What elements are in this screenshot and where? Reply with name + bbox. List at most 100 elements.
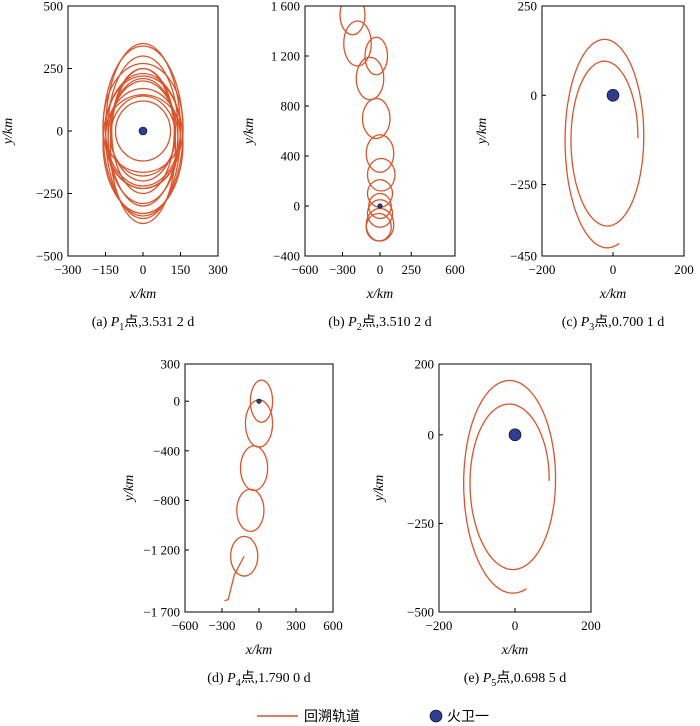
legend: 回溯轨道 火卫一 (257, 709, 489, 725)
y-axis-label: y/km (122, 475, 137, 503)
orbit-group (224, 379, 274, 602)
y-tick-label: 500 (44, 0, 64, 14)
y-tick-label: 0 (531, 88, 538, 103)
panel-caption: (c) P3点,0.700 1 d (562, 314, 665, 333)
moon-marker (377, 203, 383, 209)
x-axis-label: x/km (129, 287, 156, 302)
panel-e: −200 0 200 200 0 −250 −500 x/km y/km (e) P5点,0.69… (372, 357, 601, 690)
orbit-loop (239, 445, 269, 492)
y-tick-label: −500 (36, 249, 63, 264)
orbit-loop (365, 134, 395, 173)
y-tick-label: 0 (174, 394, 181, 409)
x-tick-label: −600 (292, 262, 319, 277)
orbit-loop (365, 212, 392, 242)
x-tick-label: 0 (140, 262, 147, 277)
panel-caption: (e) P5点,0.698 5 d (464, 670, 567, 689)
y-tick-label: −800 (153, 493, 180, 508)
x-tick-label: 300 (208, 262, 228, 277)
legend-moon-swatch (429, 709, 443, 723)
y-tick-label: 250 (44, 61, 64, 76)
x-tick-label: 0 (256, 618, 263, 633)
panel-d: −600 −300 0 300 600 300 0 −400 −800 −1 200 −1 700 x… (122, 357, 343, 690)
orbit-loop (249, 379, 274, 423)
x-tick-label: −300 (209, 618, 236, 633)
moon-marker (256, 398, 262, 404)
orbit-loop (102, 72, 184, 215)
y-tick-label: 800 (281, 99, 301, 114)
y-tick-label: −1 700 (143, 605, 180, 620)
orbit-loop (102, 62, 184, 190)
x-tick-label: 0 (512, 618, 519, 633)
y-tick-label: 1 600 (271, 0, 300, 14)
x-tick-label: 250 (402, 262, 422, 277)
y-tick-label: 0 (57, 124, 64, 139)
orbit-group (102, 42, 184, 225)
orbit-tail (224, 555, 245, 602)
moon-marker (138, 126, 148, 136)
y-tick-label: −250 (407, 516, 434, 531)
orbit-loop (339, 6, 366, 36)
y-tick-label: −400 (153, 443, 180, 458)
orbit-loop (109, 67, 177, 225)
x-tick-label: 600 (445, 262, 465, 277)
orbit-spiral (463, 379, 557, 594)
x-axis-label: x/km (599, 287, 626, 302)
x-axis-label: x/km (366, 287, 393, 302)
x-tick-label: −200 (529, 262, 556, 277)
y-tick-label: 400 (281, 149, 301, 164)
x-tick-label: −300 (55, 262, 82, 277)
orbit-loop (343, 20, 372, 67)
x-tick-label: 150 (171, 262, 191, 277)
orbit-loop (366, 157, 396, 192)
orbit-loop (355, 56, 385, 101)
y-tick-label: 200 (415, 357, 435, 372)
plot-frame (438, 363, 592, 613)
moon-marker (508, 428, 522, 442)
orbit-loop (104, 75, 182, 187)
x-tick-label: 600 (323, 618, 343, 633)
panel-caption: (b) P2点,3.510 2 d (328, 314, 431, 333)
legend-moon-label: 火卫一 (447, 710, 489, 725)
orbit-spiral (564, 38, 645, 249)
orbit-loop (366, 199, 394, 228)
x-tick-label: −200 (426, 618, 453, 633)
panel-a: −300 −150 0 150 300 −500 −250 0 250 500 x/km y/km (a… (1, 0, 228, 333)
x-tick-label: 0 (610, 262, 617, 277)
y-tick-label: 0 (428, 427, 435, 442)
y-tick-label: 250 (518, 0, 538, 14)
y-tick-label: −450 (510, 249, 537, 264)
x-axis-label: x/km (501, 643, 528, 658)
y-axis-label: y/km (372, 475, 387, 503)
panel-caption: (a) P1点,3.531 2 d (92, 314, 195, 333)
plot-frame (541, 5, 685, 257)
x-tick-label: −150 (92, 262, 119, 277)
y-axis-label: y/km (242, 118, 257, 146)
x-tick-label: −300 (329, 262, 356, 277)
legend-orbit-label: 回溯轨道 (304, 709, 360, 725)
orbit-group (463, 379, 557, 594)
orbit-loop (229, 535, 259, 577)
y-tick-label: −250 (36, 186, 63, 201)
x-tick-label: 200 (674, 262, 694, 277)
orbit-group (339, 6, 396, 242)
x-tick-label: 0 (377, 262, 384, 277)
orbit-loop (236, 488, 265, 533)
y-tick-label: 300 (161, 357, 181, 372)
y-tick-label: −500 (407, 605, 434, 620)
x-tick-label: 300 (286, 618, 306, 633)
x-axis-label: x/km (245, 643, 272, 658)
y-tick-label: −1 200 (143, 543, 180, 558)
panel-b: −600 −300 0 250 600 −400 0 400 800 1 200 1 600 x/km… (242, 0, 465, 333)
orbit-loop (364, 36, 389, 76)
x-tick-label: 200 (581, 618, 601, 633)
moon-marker (606, 88, 620, 102)
orbit-loop (109, 95, 177, 177)
orbit-loop (361, 97, 391, 140)
y-tick-label: 0 (294, 199, 301, 214)
y-tick-label: −400 (273, 249, 300, 264)
y-axis-label: y/km (1, 118, 16, 146)
panel-caption: (d) P4点,1.790 0 d (207, 670, 310, 689)
y-tick-label: −250 (510, 177, 537, 192)
y-axis-label: y/km (475, 118, 490, 146)
